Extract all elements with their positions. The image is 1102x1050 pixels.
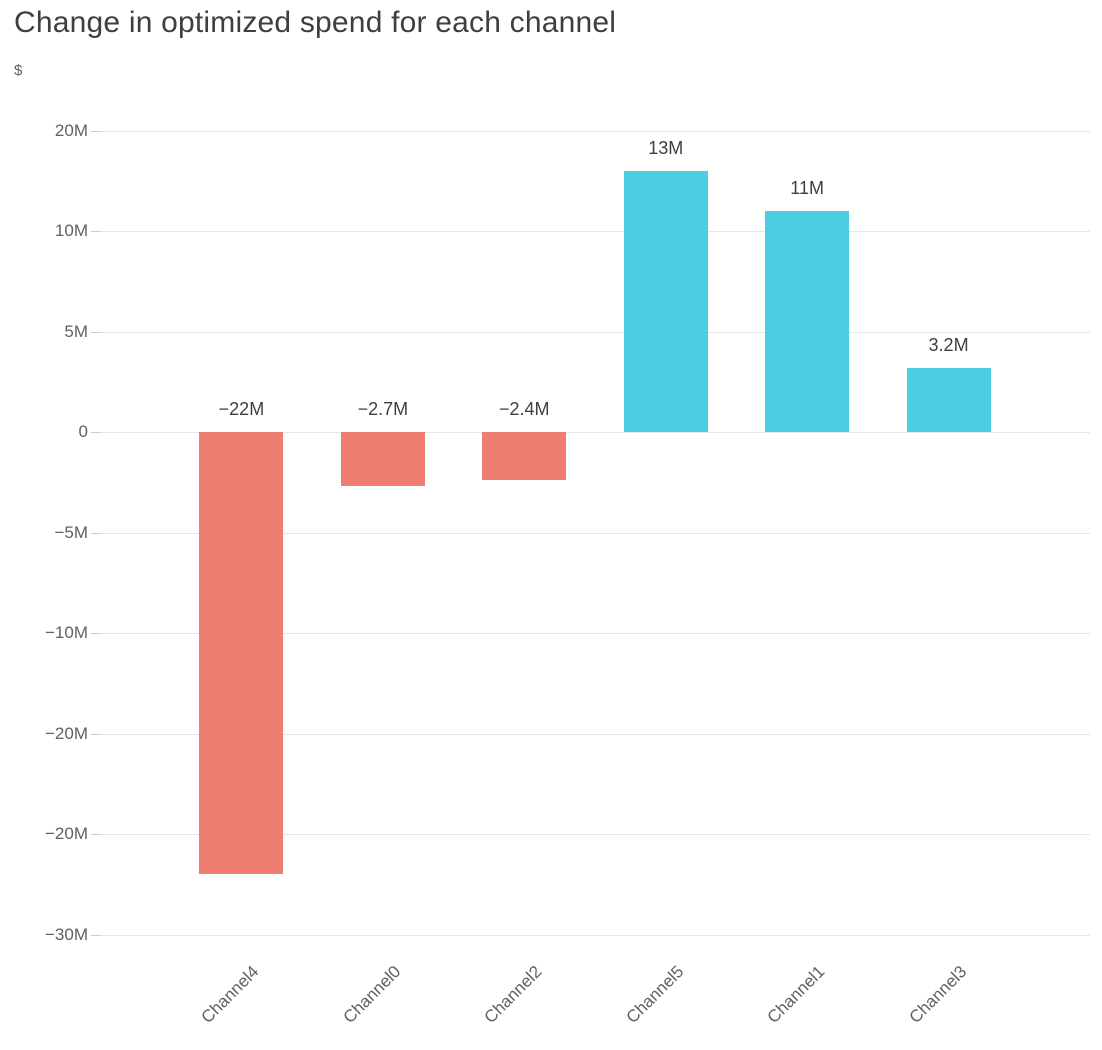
y-gridline	[100, 432, 1090, 433]
y-tick-label: 5M	[64, 322, 88, 341]
y-tick-label: 10M	[54, 221, 88, 240]
y-gridline	[100, 131, 1090, 132]
y-axis-unit-label: $	[14, 62, 23, 79]
bar-channel1[interactable]	[765, 210, 850, 432]
x-axis-label: Channel0	[339, 962, 405, 1027]
y-gridline	[100, 231, 1090, 232]
y-tick-mark	[91, 533, 100, 534]
y-gridline	[100, 935, 1090, 936]
y-tick-label: 20M	[54, 121, 88, 140]
y-tick-mark	[91, 332, 100, 333]
bar-channel3[interactable]	[906, 367, 991, 432]
bar-channel2[interactable]	[482, 432, 567, 481]
bar-channel4[interactable]	[199, 432, 284, 875]
y-tick-mark	[91, 131, 100, 132]
y-gridline	[100, 834, 1090, 835]
bar-value-label: −22M	[218, 399, 265, 419]
y-gridline	[100, 533, 1090, 534]
y-tick-label: −5M	[54, 523, 88, 542]
bar-value-label: 13M	[648, 137, 684, 158]
x-axis-label: Channel1	[763, 962, 829, 1027]
x-axis-label: Channel3	[905, 962, 970, 1027]
y-gridline	[100, 633, 1090, 634]
x-axis-label: Channel4	[197, 962, 263, 1027]
y-tick-mark	[91, 231, 100, 232]
bar-channel0[interactable]	[340, 432, 425, 487]
y-gridline	[100, 734, 1090, 735]
bar-channel5[interactable]	[623, 170, 708, 432]
y-tick-mark	[91, 432, 100, 433]
bar-value-label: 11M	[790, 177, 824, 198]
chart-title: Change in optimized spend for each chann…	[14, 6, 617, 39]
x-axis-label: Channel5	[622, 962, 688, 1027]
y-tick-label: −20M	[45, 724, 88, 743]
bar-value-label: 3.2M	[928, 334, 969, 355]
y-tick-mark	[91, 834, 100, 835]
y-gridline	[100, 332, 1090, 333]
y-tick-label: 0	[78, 422, 88, 441]
y-tick-mark	[91, 633, 100, 634]
y-tick-label: −10M	[45, 623, 88, 642]
bar-value-label: −2.7M	[357, 399, 409, 419]
y-tick-mark	[91, 734, 100, 735]
y-tick-label: −20M	[45, 824, 88, 843]
y-tick-label: −30M	[45, 925, 88, 944]
x-axis-label: Channel2	[480, 962, 546, 1027]
bar-value-label: −2.4M	[499, 399, 550, 419]
y-tick-mark	[91, 935, 100, 936]
